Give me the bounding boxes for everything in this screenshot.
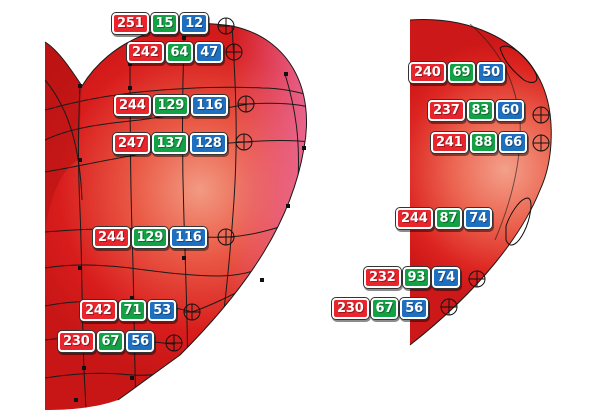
red-value-chip: 247 xyxy=(113,133,150,154)
rgb-label: 247 137 128 xyxy=(113,133,227,154)
green-value-chip: 69 xyxy=(447,62,476,83)
blue-value-chip: 47 xyxy=(195,42,223,63)
red-value-chip: 232 xyxy=(364,267,401,288)
blue-value-chip: 116 xyxy=(191,95,228,116)
rgb-label: 237 83 60 xyxy=(428,100,524,121)
blue-value-chip: 50 xyxy=(477,62,505,83)
red-value-chip: 230 xyxy=(58,331,95,352)
rgb-label: 244 129 116 xyxy=(93,227,207,248)
red-value-chip: 242 xyxy=(80,300,117,321)
rgb-label: 232 93 74 xyxy=(364,267,460,288)
rgb-label: 241 88 66 xyxy=(431,132,527,153)
green-value-chip: 129 xyxy=(131,227,169,248)
green-value-chip: 67 xyxy=(96,331,125,352)
blue-value-chip: 74 xyxy=(432,267,460,288)
green-value-chip: 67 xyxy=(370,298,399,319)
red-value-chip: 251 xyxy=(112,13,149,34)
red-value-chip: 242 xyxy=(127,42,164,63)
green-value-chip: 15 xyxy=(150,13,179,34)
green-value-chip: 83 xyxy=(466,100,495,121)
red-value-chip: 244 xyxy=(114,95,151,116)
rgb-label: 251 15 12 xyxy=(112,13,208,34)
rgb-label: 244 129 116 xyxy=(114,95,228,116)
blue-value-chip: 56 xyxy=(400,298,428,319)
blue-value-chip: 74 xyxy=(464,208,492,229)
red-value-chip: 240 xyxy=(409,62,446,83)
red-value-chip: 244 xyxy=(396,208,433,229)
left-heart-outline xyxy=(44,23,308,401)
blue-value-chip: 60 xyxy=(496,100,524,121)
rgb-label: 240 69 50 xyxy=(409,62,505,83)
left-sample-markers xyxy=(165,17,255,352)
blue-value-chip: 66 xyxy=(499,132,527,153)
right-lasso-selections xyxy=(499,45,538,246)
rgb-label: 230 67 56 xyxy=(332,298,428,319)
blue-value-chip: 53 xyxy=(148,300,176,321)
green-value-chip: 64 xyxy=(165,42,194,63)
green-value-chip: 129 xyxy=(152,95,190,116)
green-value-chip: 88 xyxy=(469,132,498,153)
green-value-chip: 137 xyxy=(151,133,189,154)
red-value-chip: 244 xyxy=(93,227,130,248)
blue-value-chip: 116 xyxy=(170,227,207,248)
green-value-chip: 87 xyxy=(434,208,463,229)
rgb-label: 242 71 53 xyxy=(80,300,176,321)
blue-value-chip: 128 xyxy=(190,133,227,154)
blue-value-chip: 56 xyxy=(126,331,154,352)
green-value-chip: 93 xyxy=(402,267,431,288)
green-value-chip: 71 xyxy=(118,300,147,321)
red-value-chip: 241 xyxy=(431,132,468,153)
red-value-chip: 237 xyxy=(428,100,465,121)
blue-value-chip: 12 xyxy=(180,13,208,34)
red-value-chip: 230 xyxy=(332,298,369,319)
rgb-label: 242 64 47 xyxy=(127,42,223,63)
rgb-label: 244 87 74 xyxy=(396,208,492,229)
right-sample-markers xyxy=(440,106,550,316)
rgb-label: 230 67 56 xyxy=(58,331,154,352)
